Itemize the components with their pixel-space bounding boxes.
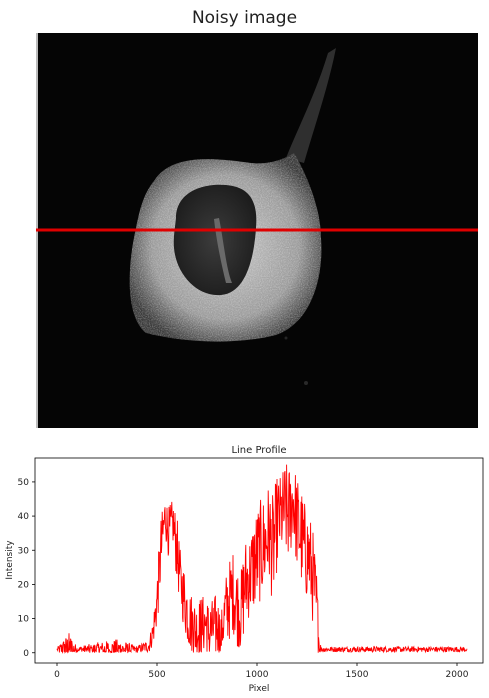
background-spot xyxy=(304,381,308,385)
line-profile-chart: Line Profile 0 10 20 30 40 50 0 500 1000 1500 200… xyxy=(5,445,484,694)
y-tick-label: 10 xyxy=(18,615,30,625)
y-tick-label: 0 xyxy=(23,649,29,659)
x-tick-label: 2000 xyxy=(446,670,469,680)
y-tick-label: 20 xyxy=(18,580,30,590)
x-tick-label: 1500 xyxy=(346,670,369,680)
plot-frame xyxy=(34,457,484,664)
y-axis-ticks: 0 10 20 30 40 50 xyxy=(18,478,35,659)
cell-process xyxy=(286,48,336,163)
x-axis-ticks: 0 500 1000 1500 2000 xyxy=(54,663,469,680)
x-tick-label: 0 xyxy=(54,670,60,680)
profile-series-line xyxy=(56,464,468,654)
chart-title: Line Profile xyxy=(231,445,286,456)
x-tick-label: 1000 xyxy=(246,670,269,680)
y-tick-label: 40 xyxy=(18,512,30,522)
y-axis-label: Intensity xyxy=(5,540,15,580)
y-tick-label: 50 xyxy=(18,478,30,488)
image-title: Noisy image xyxy=(191,8,298,28)
series-lines xyxy=(56,464,468,654)
nucleus-fold xyxy=(214,218,232,283)
noisy-image xyxy=(36,33,478,428)
y-tick-label: 30 xyxy=(18,546,30,556)
x-axis-label: Pixel xyxy=(249,684,270,694)
background-spot xyxy=(284,336,288,340)
nucleus xyxy=(173,184,257,296)
x-tick-label: 500 xyxy=(148,670,165,680)
